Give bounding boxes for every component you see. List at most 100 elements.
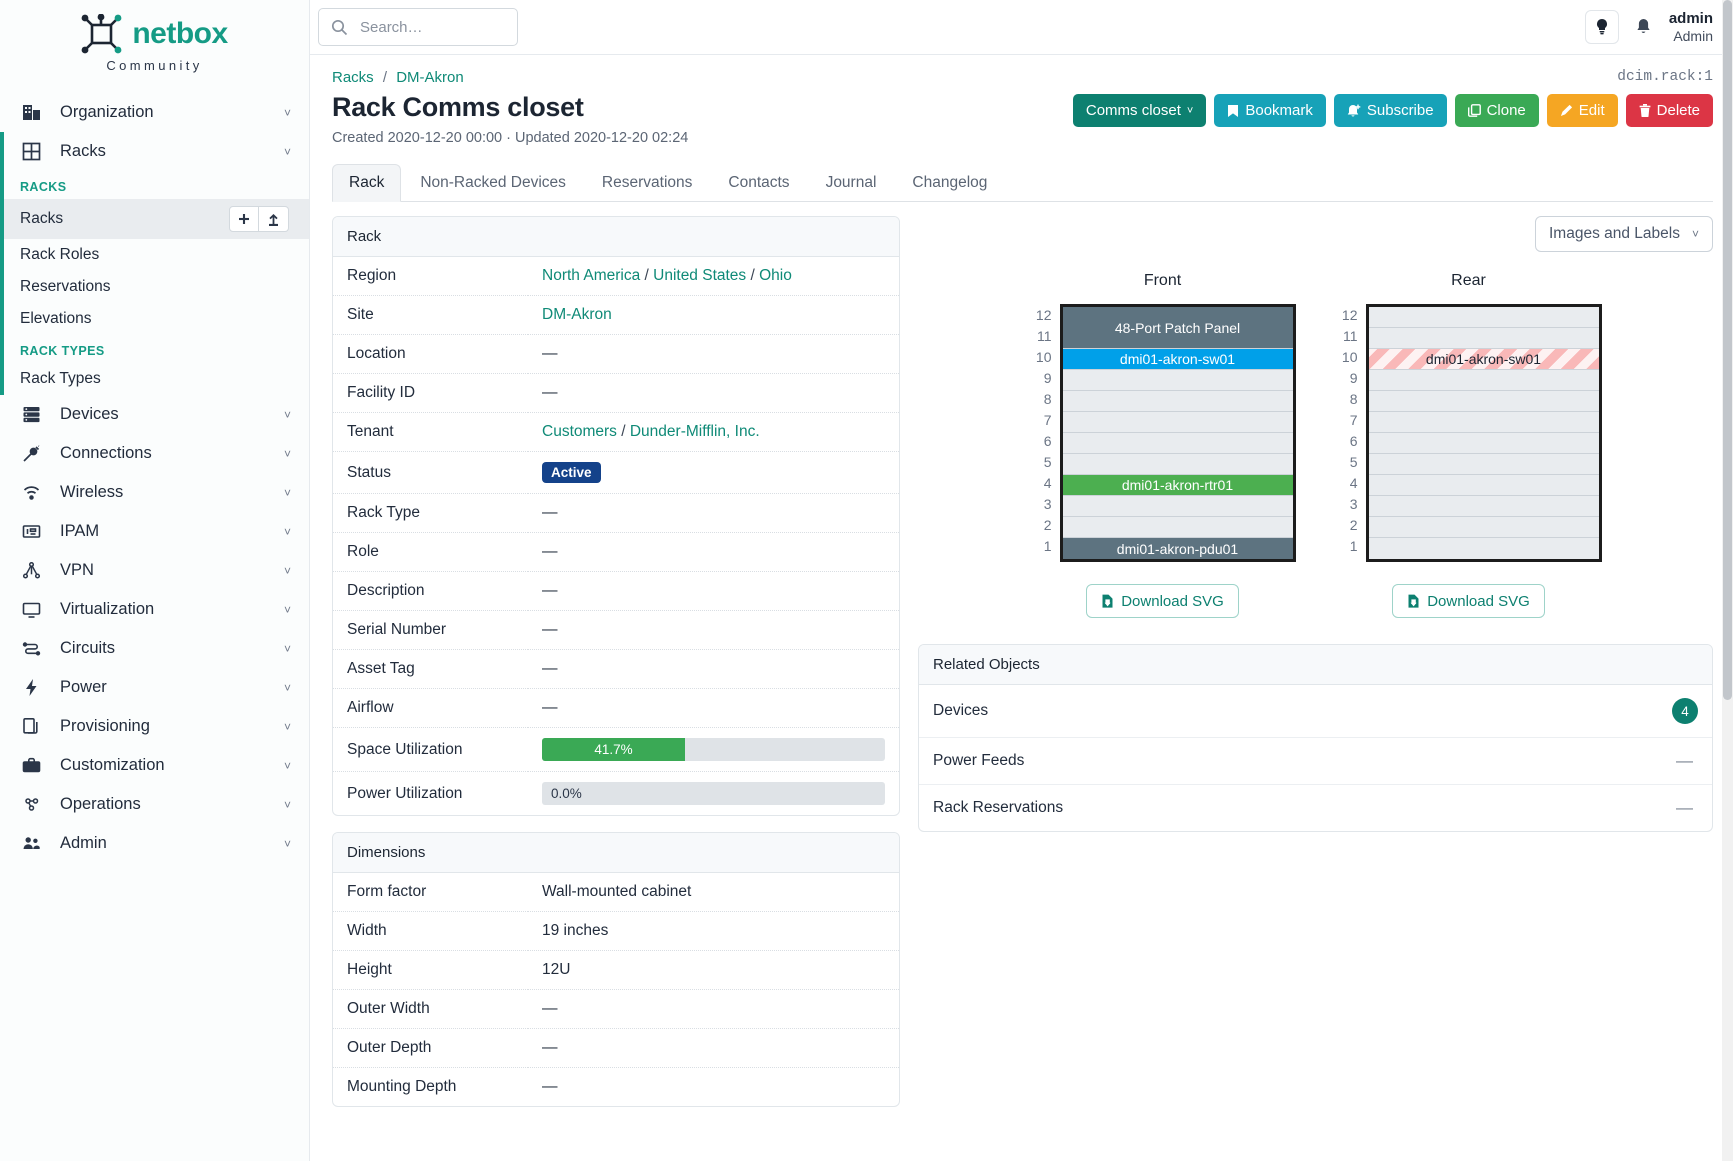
rack-empty-unit[interactable]	[1368, 538, 1599, 559]
download-svg-front-button[interactable]: Download SVG	[1086, 584, 1239, 618]
table-row: Region North America / United States / O…	[333, 257, 899, 296]
clone-button[interactable]: Clone	[1454, 94, 1539, 127]
rack-empty-unit[interactable]	[1368, 475, 1599, 496]
space-utilization-label-wrap: 41.7%	[542, 738, 685, 761]
row-key: Tenant	[333, 412, 528, 452]
country-link[interactable]: United States	[653, 267, 747, 284]
sidebar-item-power[interactable]: Power ˅	[0, 668, 309, 707]
sidebar-item-rack-types[interactable]: Rack Types	[0, 363, 309, 395]
chevron-down-icon: ˅	[283, 758, 291, 773]
subscribe-button[interactable]: Subscribe	[1333, 94, 1447, 127]
row-value: North America / United States / Ohio	[528, 257, 899, 296]
row-key: Facility ID	[333, 373, 528, 413]
rack-empty-unit[interactable]	[1062, 454, 1293, 475]
sidebar-item-ipam[interactable]: IPAM ˅	[0, 512, 309, 551]
tenant-link[interactable]: Dunder-Mifflin, Inc.	[629, 423, 760, 440]
sidebar-item-racks[interactable]: Racks ˅	[0, 132, 309, 171]
rack-empty-unit[interactable]	[1062, 517, 1293, 538]
delete-button[interactable]: Delete	[1625, 94, 1713, 127]
tenant-group-link[interactable]: Customers	[542, 423, 617, 440]
rack-unit-number: 4	[1043, 474, 1052, 491]
breadcrumb: Racks / DM-Akron	[332, 69, 464, 86]
sidebar-item-devices[interactable]: Devices ˅	[0, 395, 309, 434]
rack-device-slot[interactable]: dmi01-akron-sw01	[1062, 349, 1293, 370]
sidebar-item-operations[interactable]: Operations ˅	[0, 785, 309, 824]
rack-empty-unit[interactable]	[1368, 328, 1599, 349]
tab-changelog[interactable]: Changelog	[912, 174, 988, 191]
tab-journal[interactable]: Journal	[825, 174, 877, 191]
sidebar-item-connections[interactable]: Connections ˅	[0, 434, 309, 473]
rack-empty-unit[interactable]	[1368, 391, 1599, 412]
rack-empty-unit[interactable]	[1062, 370, 1293, 391]
rack-empty-unit[interactable]	[1062, 391, 1293, 412]
operations-icon	[20, 795, 42, 814]
tab-contacts[interactable]: Contacts	[728, 174, 790, 191]
rack-empty-unit[interactable]	[1368, 307, 1599, 328]
row-value: —	[528, 989, 899, 1029]
comms-closet-dropdown[interactable]: Comms closet ˅	[1072, 94, 1207, 127]
sidebar-item-virtualization[interactable]: Virtualization ˅	[0, 590, 309, 629]
sidebar-item-customization[interactable]: Customization ˅	[0, 746, 309, 785]
tab-reservations[interactable]: Reservations	[601, 174, 693, 191]
rack-device-slot[interactable]: 48-Port Patch Panel	[1062, 307, 1293, 349]
sidebar-item-wireless[interactable]: Wireless ˅	[0, 473, 309, 512]
sidebar-item-admin[interactable]: Admin ˅	[0, 824, 309, 863]
rack-details-table: Region North America / United States / O…	[333, 257, 899, 815]
rack-empty-unit[interactable]	[1368, 370, 1599, 391]
search-input[interactable]	[358, 17, 505, 37]
tab-non-racked-devices[interactable]: Non-Racked Devices	[420, 174, 566, 191]
rack-empty-unit[interactable]	[1368, 412, 1599, 433]
tab-rack[interactable]: Rack	[332, 164, 402, 202]
sidebar-item-vpn[interactable]: VPN ˅	[0, 551, 309, 590]
rack-device-slot[interactable]: dmi01-akron-pdu01	[1062, 538, 1293, 559]
sidebar-item-provisioning[interactable]: Provisioning ˅	[0, 707, 309, 746]
row-key: Asset Tag	[333, 649, 528, 689]
brand[interactable]: netbox Community	[0, 0, 309, 79]
search-box[interactable]	[318, 8, 518, 46]
user-menu[interactable]: admin Admin	[1669, 10, 1713, 45]
sidebar-item-label: Wireless	[60, 483, 124, 501]
sidebar-item-racks-list[interactable]: Racks	[0, 199, 309, 239]
bookmark-button[interactable]: Bookmark	[1214, 94, 1326, 127]
dimensions-card-title: Dimensions	[333, 833, 899, 873]
import-racks-button[interactable]	[259, 206, 289, 232]
download-svg-rear-button[interactable]: Download SVG	[1392, 584, 1545, 618]
add-rack-button[interactable]	[229, 206, 259, 232]
rack-empty-unit[interactable]	[1368, 517, 1599, 538]
rack-empty-unit[interactable]	[1368, 433, 1599, 454]
rack-device-slot[interactable]: dmi01-akron-rtr01	[1062, 475, 1293, 496]
breadcrumb-root[interactable]: Racks	[332, 69, 374, 86]
devices-icon	[20, 405, 42, 424]
scrollbar-thumb[interactable]	[1723, 0, 1732, 700]
sidebar-item-circuits[interactable]: Circuits ˅	[0, 629, 309, 668]
sidebar-item-organization[interactable]: Organization ˅	[0, 93, 309, 132]
edit-button[interactable]: Edit	[1546, 94, 1618, 127]
rack-empty-unit[interactable]	[1368, 496, 1599, 517]
site-link[interactable]: DM-Akron	[542, 306, 612, 323]
page-scrollbar[interactable]	[1722, 0, 1733, 1161]
topbar-right: admin Admin	[1584, 9, 1713, 45]
rack-empty-unit[interactable]	[1368, 454, 1599, 475]
chevron-down-icon: ˅	[283, 144, 291, 159]
elevation-view-select[interactable]: Images and Labels ˅	[1535, 216, 1713, 252]
state-link[interactable]: Ohio	[759, 267, 792, 284]
rack-reservations-count: —	[1676, 798, 1693, 817]
breadcrumb-current[interactable]: DM-Akron	[396, 69, 464, 86]
download-svg-rear-label: Download SVG	[1427, 592, 1530, 610]
theme-toggle-button[interactable]	[1584, 9, 1619, 44]
sidebar-item-reservations[interactable]: Reservations	[0, 271, 309, 303]
sidebar-item-rack-roles[interactable]: Rack Roles	[0, 239, 309, 271]
rack-unit-number: 2	[1349, 516, 1358, 533]
region-link[interactable]: North America	[542, 267, 641, 284]
rack-empty-unit[interactable]	[1062, 433, 1293, 454]
rack-unit-number: 5	[1349, 453, 1358, 470]
sidebar-item-elevations[interactable]: Elevations	[0, 303, 309, 335]
notifications-button[interactable]	[1631, 18, 1657, 36]
rack-device-slot[interactable]: dmi01-akron-sw01	[1368, 349, 1599, 370]
row-value: —	[528, 373, 899, 413]
rack-empty-unit[interactable]	[1062, 496, 1293, 517]
rack-empty-unit[interactable]	[1062, 412, 1293, 433]
related-row-devices[interactable]: Devices 4	[919, 685, 1712, 738]
related-row-rack-reservations[interactable]: Rack Reservations —	[919, 785, 1712, 831]
related-row-power-feeds[interactable]: Power Feeds —	[919, 738, 1712, 785]
